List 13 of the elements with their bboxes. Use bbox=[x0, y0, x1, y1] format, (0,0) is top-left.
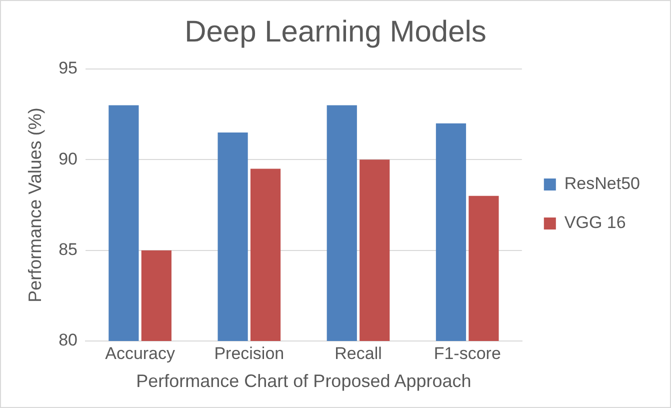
x-tick-label: Recall bbox=[334, 344, 382, 363]
y-axis-title: Performance Values (%) bbox=[24, 108, 45, 302]
y-tick-label: 95 bbox=[58, 58, 78, 78]
legend-label: ResNet50 bbox=[564, 174, 640, 194]
x-tick-label: Precision bbox=[214, 344, 284, 363]
chart-title: Deep Learning Models bbox=[184, 15, 486, 48]
x-tick-label: Accuracy bbox=[105, 344, 176, 363]
legend-label: VGG 16 bbox=[564, 213, 626, 232]
y-tick-label: 80 bbox=[58, 330, 78, 350]
x-tick-label: F1-score bbox=[434, 344, 501, 363]
x-axis-title: Performance Chart of Proposed Approach bbox=[136, 371, 472, 392]
y-tick-label: 85 bbox=[58, 240, 78, 260]
y-tick-label: 90 bbox=[58, 149, 78, 168]
